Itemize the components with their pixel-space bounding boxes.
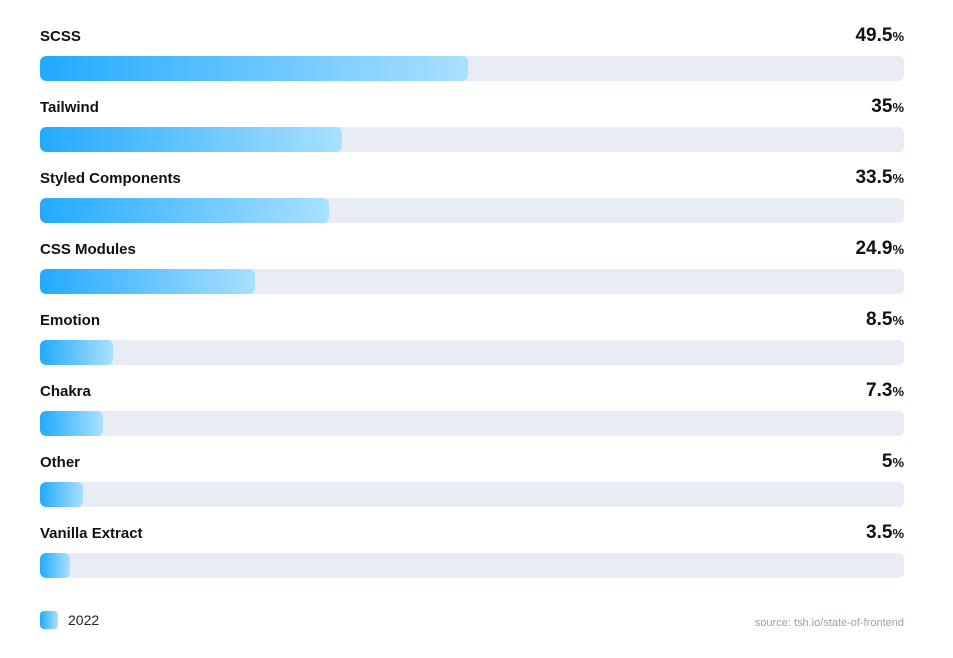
bar-track xyxy=(40,340,904,365)
bar-value-unit: % xyxy=(892,242,904,257)
source-note: source: tsh.io/state-of-frontend xyxy=(754,617,904,629)
bar xyxy=(40,198,330,223)
bar-value-unit: % xyxy=(892,455,904,470)
bar-track xyxy=(40,56,904,81)
bar-value-number: 7.3 xyxy=(866,380,893,401)
bar xyxy=(40,269,256,294)
bar xyxy=(40,56,468,81)
bar-value-unit: % xyxy=(892,100,904,115)
bar-row: SCSS 49.5% xyxy=(40,20,904,81)
bar-value-number: 35 xyxy=(871,96,893,117)
bar-value-number: 5 xyxy=(881,451,893,472)
bar-track xyxy=(40,269,904,294)
bar xyxy=(40,482,84,507)
bar-value-label: 24.9% xyxy=(855,238,904,260)
bar-label: Styled Components xyxy=(40,170,181,187)
legend-swatch-2022 xyxy=(40,611,58,629)
bar-track xyxy=(40,127,904,152)
bar-label: SCSS xyxy=(40,28,81,45)
bar-label: Emotion xyxy=(40,312,100,329)
bar xyxy=(40,127,343,152)
bar-value-unit: % xyxy=(892,29,904,44)
bar-track xyxy=(40,411,904,436)
bar-value-label: 33.5% xyxy=(855,167,904,189)
bar-row: Styled Components 33.5% xyxy=(40,162,904,223)
bar-value-unit: % xyxy=(892,313,904,328)
bar-track xyxy=(40,482,904,507)
bar-row: Tailwind 35% xyxy=(40,91,904,152)
bar xyxy=(40,553,71,578)
bar-track xyxy=(40,553,904,578)
bar-value-unit: % xyxy=(892,171,904,186)
bar-value-label: 3.5% xyxy=(866,522,904,544)
bar-row: CSS Modules 24.9% xyxy=(40,233,904,294)
bar-row: Other 5% xyxy=(40,446,904,507)
bar-value-number: 3.5 xyxy=(866,522,893,543)
bar-label: CSS Modules xyxy=(40,241,136,258)
bar-track xyxy=(40,198,904,223)
bar-label: Tailwind xyxy=(40,99,99,116)
bar-value-label: 7.3% xyxy=(866,380,904,402)
bar-value-label: 8.5% xyxy=(866,309,904,331)
bar-value-number: 8.5 xyxy=(866,309,893,330)
bar xyxy=(40,340,114,365)
legend-label-2022: 2022 xyxy=(68,612,100,628)
bar-row: Chakra 7.3% xyxy=(40,375,904,436)
bar-value-number: 49.5 xyxy=(855,25,893,46)
bar-label: Other xyxy=(40,454,81,471)
bar-value-unit: % xyxy=(892,384,904,399)
bar-value-number: 24.9 xyxy=(855,238,893,259)
bar-value-number: 33.5 xyxy=(855,167,893,188)
bar-label: Chakra xyxy=(40,383,91,400)
bar-row: Vanilla Extract 3.5% xyxy=(40,517,904,578)
bar-value-unit: % xyxy=(892,526,904,541)
bar-row: Emotion 8.5% xyxy=(40,304,904,365)
bar-value-label: 5% xyxy=(882,451,904,473)
bar xyxy=(40,411,104,436)
bar-value-label: 35% xyxy=(871,96,904,118)
bar-label: Vanilla Extract xyxy=(40,525,143,542)
bar-value-label: 49.5% xyxy=(855,25,904,47)
